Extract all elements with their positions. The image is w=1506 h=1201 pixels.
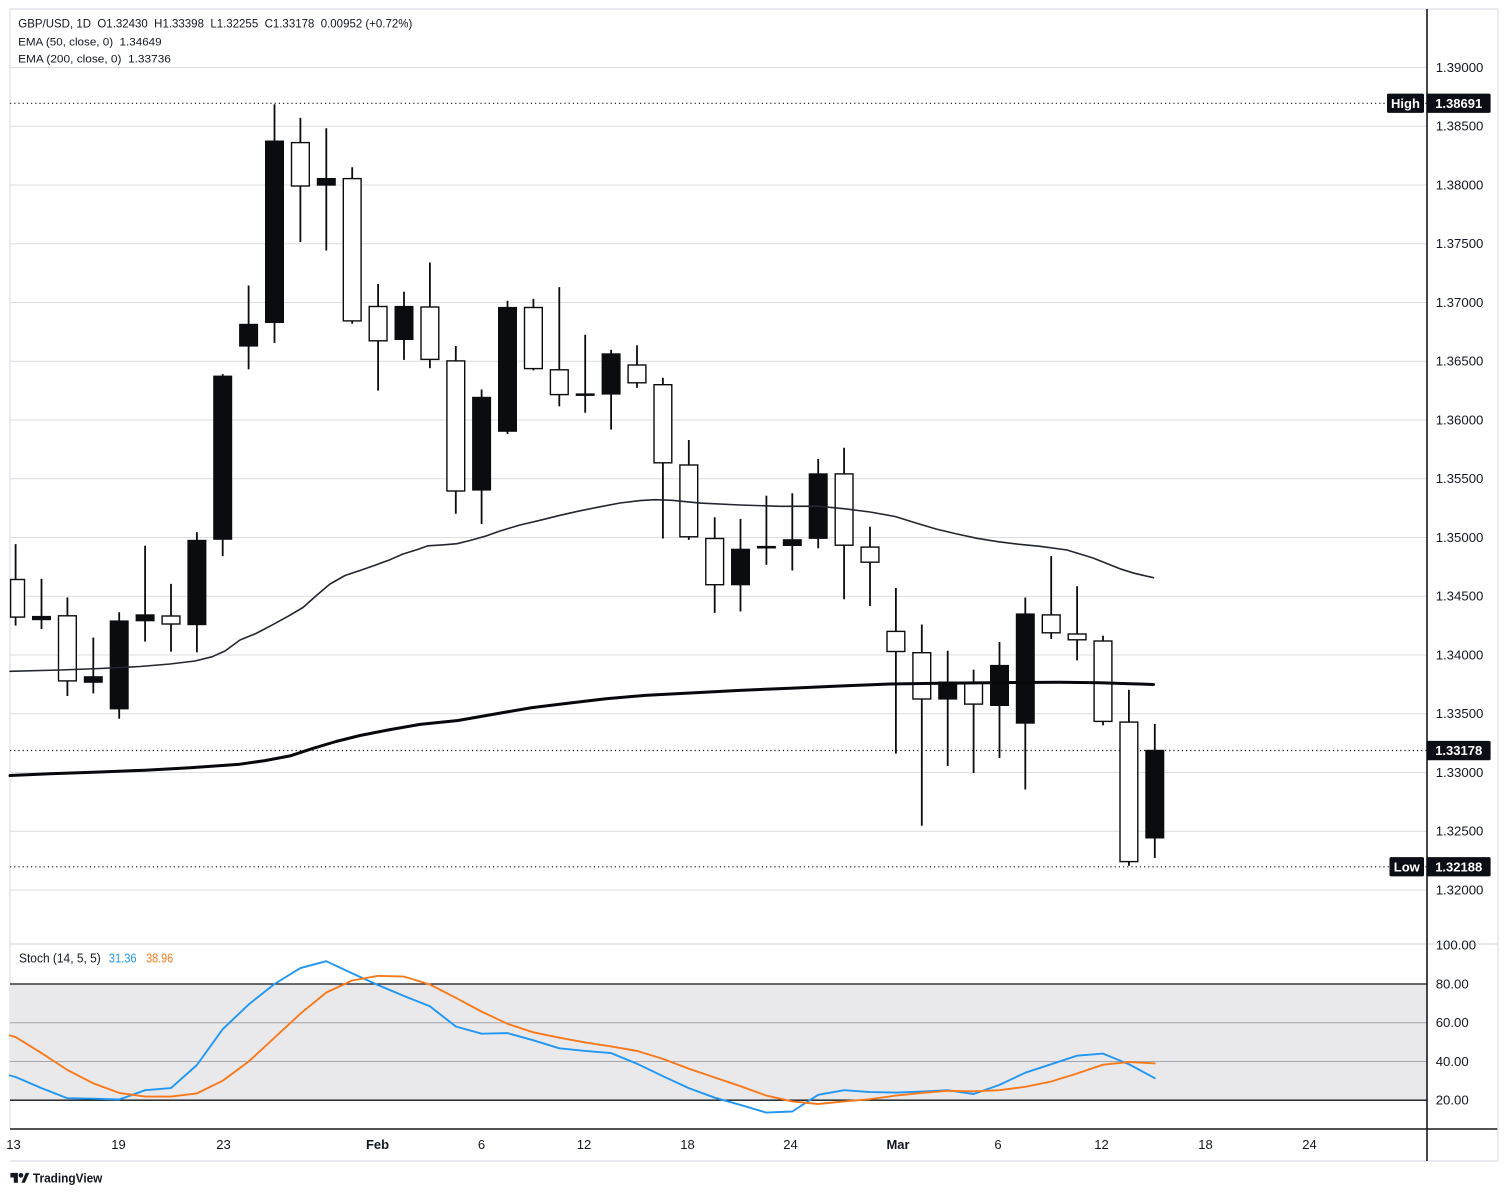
svg-text:20.00: 20.00	[1436, 1093, 1469, 1108]
svg-text:38.96: 38.96	[146, 950, 173, 965]
svg-text:1.32000: 1.32000	[1436, 882, 1484, 897]
svg-text:EMA (50, close, 0) 1.34649: EMA (50, close, 0) 1.34649	[18, 36, 162, 48]
svg-text:Stoch (14, 5, 5): Stoch (14, 5, 5)	[19, 950, 101, 965]
svg-text:1.35000: 1.35000	[1436, 530, 1484, 545]
svg-text:1.39000: 1.39000	[1436, 60, 1484, 75]
svg-text:40.00: 40.00	[1436, 1054, 1469, 1069]
svg-text:1.38000: 1.38000	[1436, 177, 1484, 192]
svg-text:80.00: 80.00	[1436, 976, 1469, 991]
svg-text:Low: Low	[1394, 860, 1421, 875]
svg-text:Mar: Mar	[886, 1137, 909, 1152]
svg-text:1.36500: 1.36500	[1436, 354, 1484, 369]
svg-text:High: High	[1391, 96, 1420, 111]
svg-text:60.00: 60.00	[1436, 1015, 1469, 1030]
svg-text:23: 23	[216, 1137, 230, 1152]
svg-text:1.32500: 1.32500	[1436, 824, 1484, 839]
svg-text:1.37500: 1.37500	[1436, 236, 1484, 251]
svg-text:6: 6	[994, 1137, 1001, 1152]
svg-text:1.34000: 1.34000	[1436, 647, 1484, 662]
svg-text:1.36000: 1.36000	[1436, 412, 1484, 427]
svg-text:13: 13	[6, 1137, 20, 1152]
svg-text:1.32188: 1.32188	[1435, 860, 1482, 875]
svg-text:EMA (200, close, 0) 1.33736: EMA (200, close, 0) 1.33736	[18, 53, 171, 65]
svg-text:31.36: 31.36	[109, 950, 137, 965]
svg-text:TradingView: TradingView	[33, 1171, 103, 1186]
svg-text:1.38691: 1.38691	[1435, 96, 1482, 111]
svg-text:18: 18	[680, 1137, 694, 1152]
svg-text:Feb: Feb	[366, 1137, 389, 1152]
svg-text:1.34500: 1.34500	[1436, 589, 1484, 604]
svg-text:1.38500: 1.38500	[1436, 119, 1484, 134]
svg-text:1.33178: 1.33178	[1435, 743, 1482, 758]
svg-text:6: 6	[478, 1137, 485, 1152]
svg-text:18: 18	[1198, 1137, 1212, 1152]
svg-text:12: 12	[1094, 1137, 1108, 1152]
svg-text:1.37000: 1.37000	[1436, 295, 1484, 310]
svg-text:100.00: 100.00	[1436, 938, 1476, 953]
svg-text:24: 24	[783, 1137, 797, 1152]
svg-text:12: 12	[577, 1137, 591, 1152]
svg-text:1.33500: 1.33500	[1436, 706, 1484, 721]
svg-text:24: 24	[1302, 1137, 1316, 1152]
svg-text:1.35500: 1.35500	[1436, 471, 1484, 486]
svg-text:19: 19	[111, 1137, 125, 1152]
svg-text:1.33000: 1.33000	[1436, 765, 1484, 780]
svg-text:GBP/USD, 1D O1.32430 H1.3339: GBP/USD, 1D O1.32430 H1.33398 L1.32255 C…	[18, 17, 412, 30]
